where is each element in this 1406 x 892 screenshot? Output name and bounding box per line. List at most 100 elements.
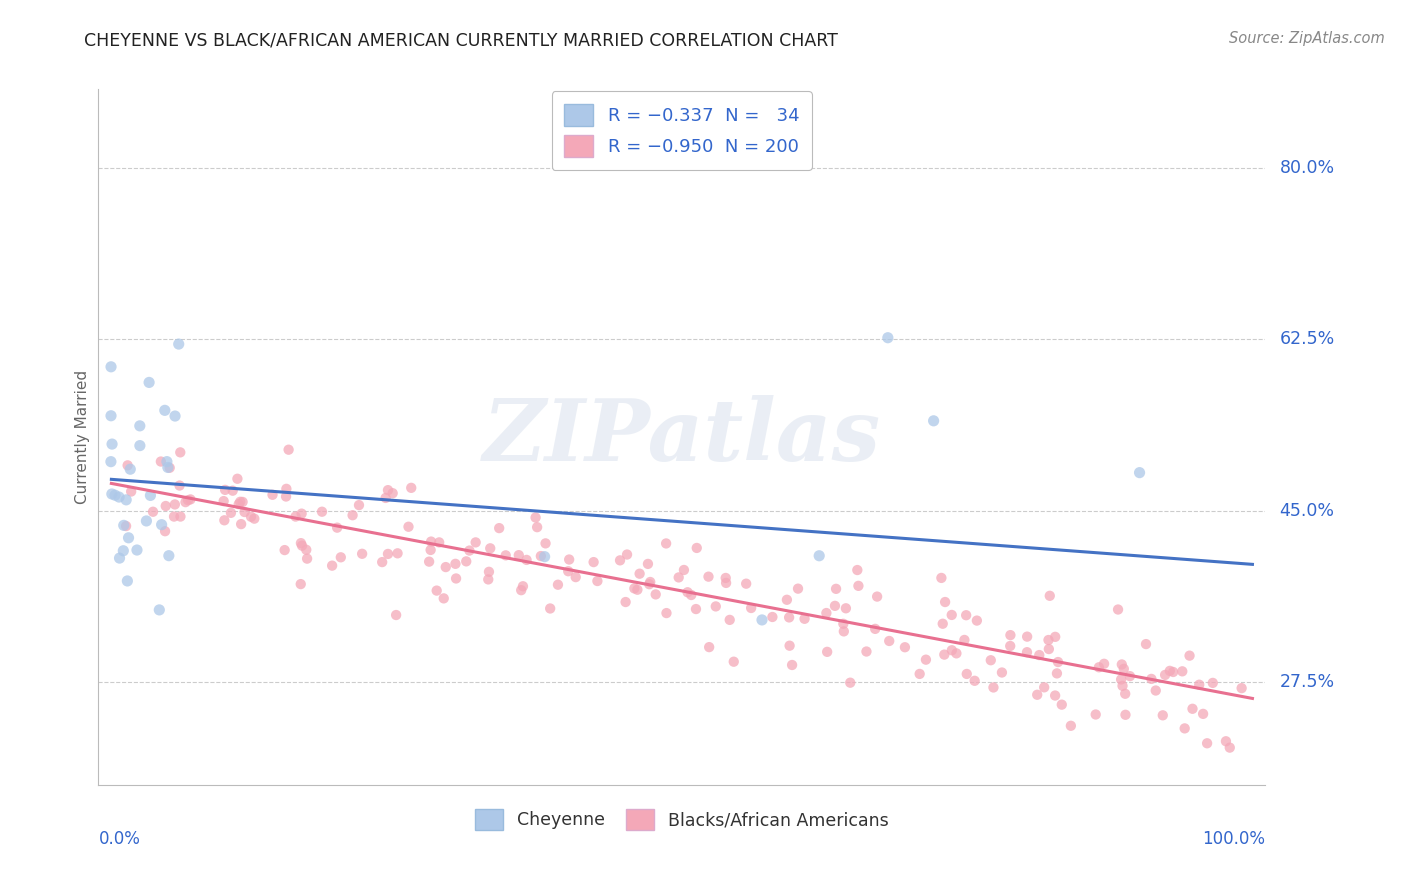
Point bbox=[108, 490, 131, 504]
Point bbox=[714, 571, 737, 585]
Point bbox=[1045, 630, 1067, 644]
Point bbox=[1215, 734, 1237, 748]
Point bbox=[508, 548, 530, 562]
Point bbox=[112, 543, 135, 558]
Point bbox=[815, 645, 838, 659]
Text: ZIPatlas: ZIPatlas bbox=[482, 395, 882, 479]
Point bbox=[434, 560, 457, 574]
Point bbox=[398, 520, 420, 534]
Point bbox=[934, 595, 956, 609]
Point bbox=[510, 583, 533, 598]
Text: CHEYENNE VS BLACK/AFRICAN AMERICAN CURRENTLY MARRIED CORRELATION CHART: CHEYENNE VS BLACK/AFRICAN AMERICAN CURRE… bbox=[84, 31, 838, 49]
Point bbox=[290, 536, 312, 550]
Point bbox=[1017, 630, 1039, 644]
Point bbox=[655, 536, 678, 550]
Point bbox=[291, 539, 314, 553]
Point bbox=[326, 521, 349, 535]
Point bbox=[686, 541, 709, 555]
Point bbox=[214, 483, 236, 497]
Point bbox=[815, 606, 838, 620]
Point bbox=[444, 572, 467, 586]
Point bbox=[526, 520, 548, 534]
Point bbox=[793, 612, 815, 626]
Point bbox=[149, 454, 172, 468]
Point bbox=[311, 505, 333, 519]
Point bbox=[112, 518, 135, 533]
Point bbox=[219, 506, 242, 520]
Point bbox=[582, 555, 605, 569]
Point bbox=[877, 634, 900, 648]
Point bbox=[655, 606, 678, 620]
Point bbox=[495, 549, 517, 563]
Point bbox=[117, 531, 139, 545]
Point bbox=[115, 492, 138, 507]
Point bbox=[135, 514, 157, 528]
Point bbox=[533, 549, 555, 564]
Point bbox=[922, 414, 945, 428]
Point bbox=[374, 491, 396, 505]
Point bbox=[433, 591, 456, 606]
Point bbox=[516, 553, 538, 567]
Point bbox=[159, 460, 181, 475]
Point bbox=[1171, 665, 1194, 679]
Point bbox=[163, 498, 186, 512]
Point bbox=[776, 592, 799, 607]
Point bbox=[284, 509, 307, 524]
Point bbox=[150, 517, 173, 532]
Text: 80.0%: 80.0% bbox=[1279, 159, 1334, 177]
Point bbox=[1107, 602, 1129, 616]
Point bbox=[212, 494, 235, 508]
Point bbox=[932, 616, 955, 631]
Point bbox=[169, 445, 191, 459]
Point bbox=[290, 577, 312, 591]
Point bbox=[524, 510, 547, 524]
Point bbox=[1092, 657, 1115, 671]
Point bbox=[787, 582, 810, 596]
Point bbox=[1181, 702, 1204, 716]
Point bbox=[1047, 655, 1070, 669]
Point bbox=[638, 577, 661, 591]
Point bbox=[100, 359, 122, 374]
Point bbox=[626, 582, 648, 597]
Point bbox=[157, 549, 180, 563]
Point bbox=[1039, 589, 1062, 603]
Point bbox=[637, 557, 659, 571]
Point bbox=[894, 640, 917, 655]
Point bbox=[262, 488, 284, 502]
Point bbox=[128, 418, 150, 433]
Point bbox=[174, 495, 197, 509]
Point bbox=[377, 483, 399, 497]
Point bbox=[221, 483, 243, 498]
Point bbox=[139, 488, 162, 502]
Point bbox=[243, 511, 266, 525]
Point bbox=[534, 536, 557, 550]
Point bbox=[273, 543, 295, 558]
Point bbox=[100, 455, 122, 469]
Point bbox=[638, 574, 661, 589]
Point bbox=[1135, 637, 1157, 651]
Point bbox=[231, 517, 253, 532]
Point bbox=[780, 658, 803, 673]
Point bbox=[1109, 673, 1132, 687]
Point bbox=[169, 509, 191, 524]
Point bbox=[848, 579, 870, 593]
Text: 45.0%: 45.0% bbox=[1279, 501, 1334, 519]
Point bbox=[155, 499, 177, 513]
Point bbox=[352, 547, 374, 561]
Point bbox=[740, 601, 762, 615]
Point bbox=[478, 565, 501, 579]
Point bbox=[1084, 707, 1107, 722]
Point bbox=[855, 644, 877, 658]
Point bbox=[866, 590, 889, 604]
Point bbox=[751, 613, 773, 627]
Point bbox=[915, 653, 938, 667]
Point bbox=[1015, 645, 1038, 659]
Point bbox=[980, 653, 1002, 667]
Point bbox=[418, 555, 440, 569]
Point bbox=[115, 519, 138, 533]
Point bbox=[628, 566, 651, 581]
Point bbox=[735, 576, 758, 591]
Point bbox=[153, 403, 176, 417]
Point bbox=[1028, 648, 1050, 662]
Point bbox=[427, 535, 450, 549]
